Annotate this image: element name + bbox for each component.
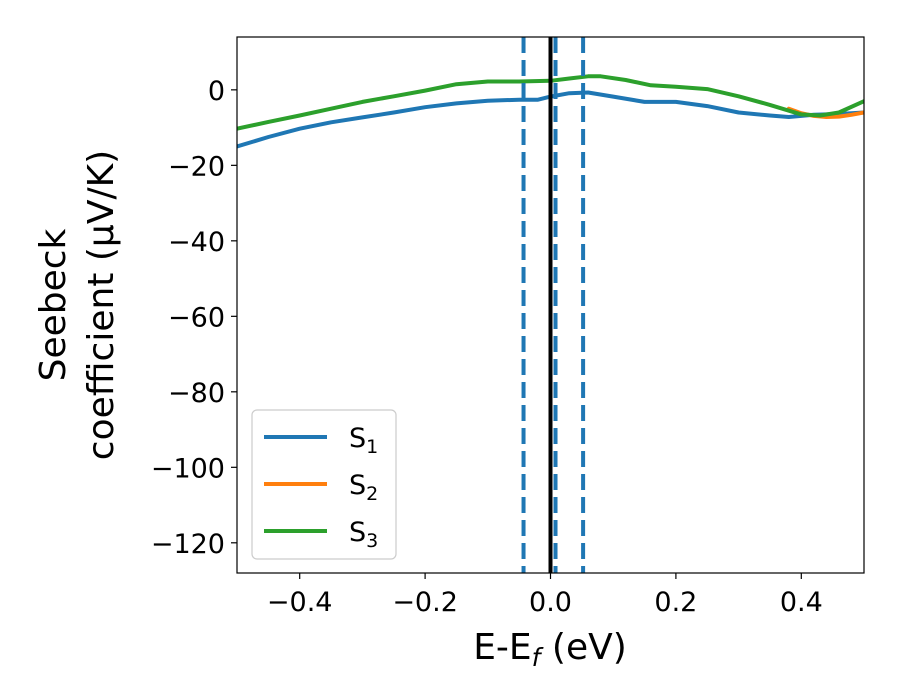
y-tick-label: −40 xyxy=(168,227,225,258)
x-tick-label: −0.2 xyxy=(392,587,458,618)
legend-label: S2 xyxy=(349,470,378,505)
y-tick-label: −60 xyxy=(168,302,225,333)
legend-entry-s1: S1 xyxy=(264,423,378,458)
series-line-s3 xyxy=(237,74,864,131)
legend-label: S1 xyxy=(349,423,378,458)
y-tick-label: 0 xyxy=(208,76,225,107)
plot-area xyxy=(237,37,864,573)
legend: S1 S2 S3 xyxy=(251,409,397,560)
y-axis-label-line2: coefficient (μV/K) xyxy=(81,150,122,460)
y-tick-label: −100 xyxy=(151,453,225,484)
legend-entry-s2: S2 xyxy=(264,470,378,505)
x-axis-label: E-Ef (eV) xyxy=(473,627,627,672)
series-line-s1 xyxy=(237,90,864,149)
y-tick-label: −20 xyxy=(168,151,225,182)
legend-entry-s3: S3 xyxy=(264,517,378,552)
x-tick-label: 0.2 xyxy=(654,587,697,618)
x-tick-label: −0.4 xyxy=(267,587,333,618)
axes: −0.4 −0.2 0.0 0.2 0.4 0 −20 −40 −60 −80 −100 −120 xyxy=(151,36,865,618)
y-tick-label: −80 xyxy=(168,378,225,409)
legend-label: S3 xyxy=(349,517,378,552)
y-axis-label-line1: Seebeck xyxy=(33,228,74,381)
x-tick-label: 0.0 xyxy=(529,587,572,618)
x-tick-label: 0.4 xyxy=(780,587,823,618)
y-tick-label: −120 xyxy=(151,529,225,560)
y-axis-label: Seebeck coefficient (μV/K) xyxy=(33,150,122,460)
